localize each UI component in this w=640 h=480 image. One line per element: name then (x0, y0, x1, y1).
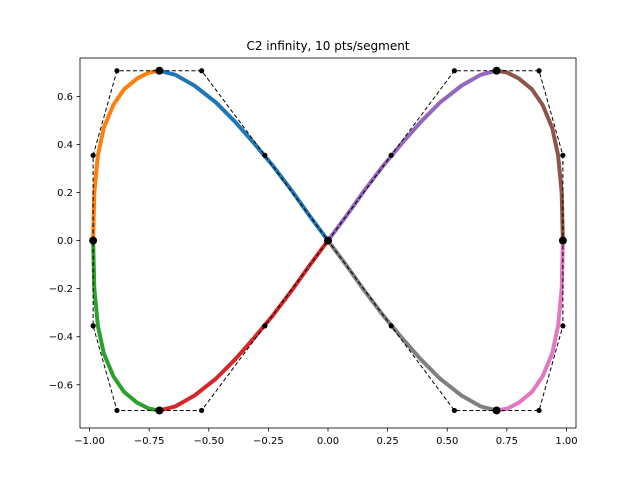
y-tick-label: −0.2 (49, 284, 73, 295)
curve-segment-2 (91, 68, 162, 243)
x-tick-label: 0.25 (376, 436, 398, 447)
handle-point (262, 323, 268, 329)
y-tick-label: 0.6 (57, 92, 73, 103)
control-points (89, 66, 567, 415)
handle-point (451, 407, 457, 414)
knot-point (324, 236, 332, 245)
chart-title: C2 infinity, 10 pts/segment (246, 39, 409, 53)
handle-point (536, 68, 542, 74)
handle-point (199, 407, 205, 414)
knot-point (492, 66, 501, 75)
x-tick-label: 1.00 (555, 436, 577, 447)
handle-point (262, 152, 268, 158)
curve-segment-5 (326, 68, 499, 243)
handle-point (388, 323, 394, 329)
curve-segment-7 (494, 238, 565, 413)
handle-point (451, 68, 457, 74)
handle-point (560, 323, 566, 329)
curve-segment-3 (91, 238, 162, 413)
x-axis: −1.00 −0.75 −0.50 −0.25 0.00 0.25 0.50 0.75 1.00 (74, 428, 578, 447)
x-tick-label: −1.00 (74, 436, 105, 447)
x-tick-label: −0.25 (253, 436, 284, 447)
y-axis: −0.6 −0.4 −0.2 0.0 0.2 0.4 0.6 (49, 92, 80, 391)
x-tick-label: 0.75 (496, 436, 518, 447)
handle-point (114, 407, 120, 414)
curve-segment-4 (157, 238, 330, 413)
y-tick-label: 0.2 (57, 188, 73, 199)
knot-point (89, 236, 98, 245)
curve-segment-6 (494, 68, 565, 243)
handle-point (90, 323, 96, 329)
knot-point (155, 66, 164, 75)
curve-segments (91, 68, 565, 413)
y-tick-label: −0.4 (49, 332, 73, 343)
handle-point (560, 152, 566, 158)
handle-point (199, 68, 205, 74)
handle-point (90, 152, 96, 158)
knot-point (558, 236, 567, 245)
knot-point (155, 406, 164, 415)
handle-point (388, 152, 394, 158)
x-tick-label: −0.50 (193, 436, 224, 447)
y-tick-label: −0.6 (49, 380, 73, 391)
y-tick-label: 0.0 (57, 236, 73, 247)
knot-point (492, 406, 501, 415)
x-tick-label: 0.00 (317, 436, 339, 447)
handle-point (536, 407, 542, 414)
x-tick-label: 0.50 (436, 436, 458, 447)
handle-point (114, 68, 120, 74)
x-tick-label: −0.75 (134, 436, 165, 447)
y-tick-label: 0.4 (57, 140, 73, 151)
